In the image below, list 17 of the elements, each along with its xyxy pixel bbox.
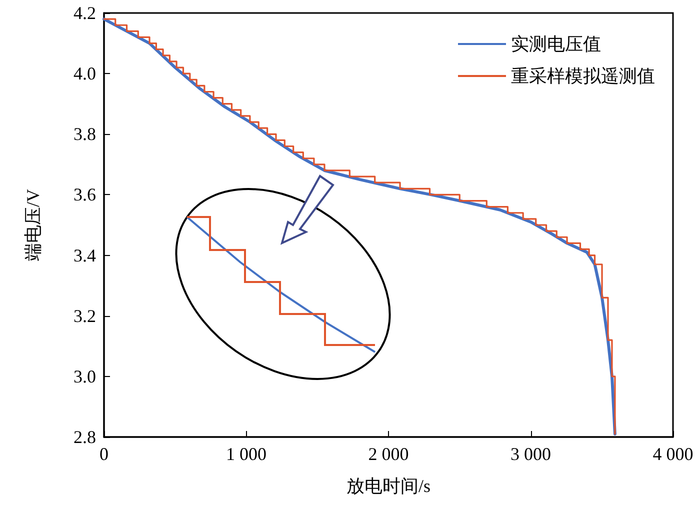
x-tick-label: 0 bbox=[100, 444, 108, 464]
x-tick-label: 1 000 bbox=[226, 444, 266, 464]
x-axis-title: 放电时间/s bbox=[346, 476, 431, 496]
y-tick-label: 3.6 bbox=[74, 184, 96, 205]
x-tick-label: 2 000 bbox=[368, 444, 409, 464]
legend-label: 重采样模拟遥测值 bbox=[511, 66, 655, 86]
x-tick-label: 4 000 bbox=[652, 444, 694, 464]
y-tick-label: 3.4 bbox=[74, 245, 96, 266]
y-tick-label: 3.2 bbox=[74, 306, 96, 326]
y-axis-title: 端电压/V bbox=[23, 189, 43, 261]
y-tick-label: 4.0 bbox=[74, 64, 96, 84]
y-tick-label: 3.0 bbox=[74, 366, 96, 386]
y-tick-label: 2.8 bbox=[74, 427, 96, 447]
legend-label: 实测电压值 bbox=[511, 34, 601, 54]
y-tick-label: 4.2 bbox=[74, 3, 96, 23]
y-tick-label: 3.8 bbox=[74, 124, 96, 144]
x-tick-label: 3 000 bbox=[510, 444, 551, 464]
